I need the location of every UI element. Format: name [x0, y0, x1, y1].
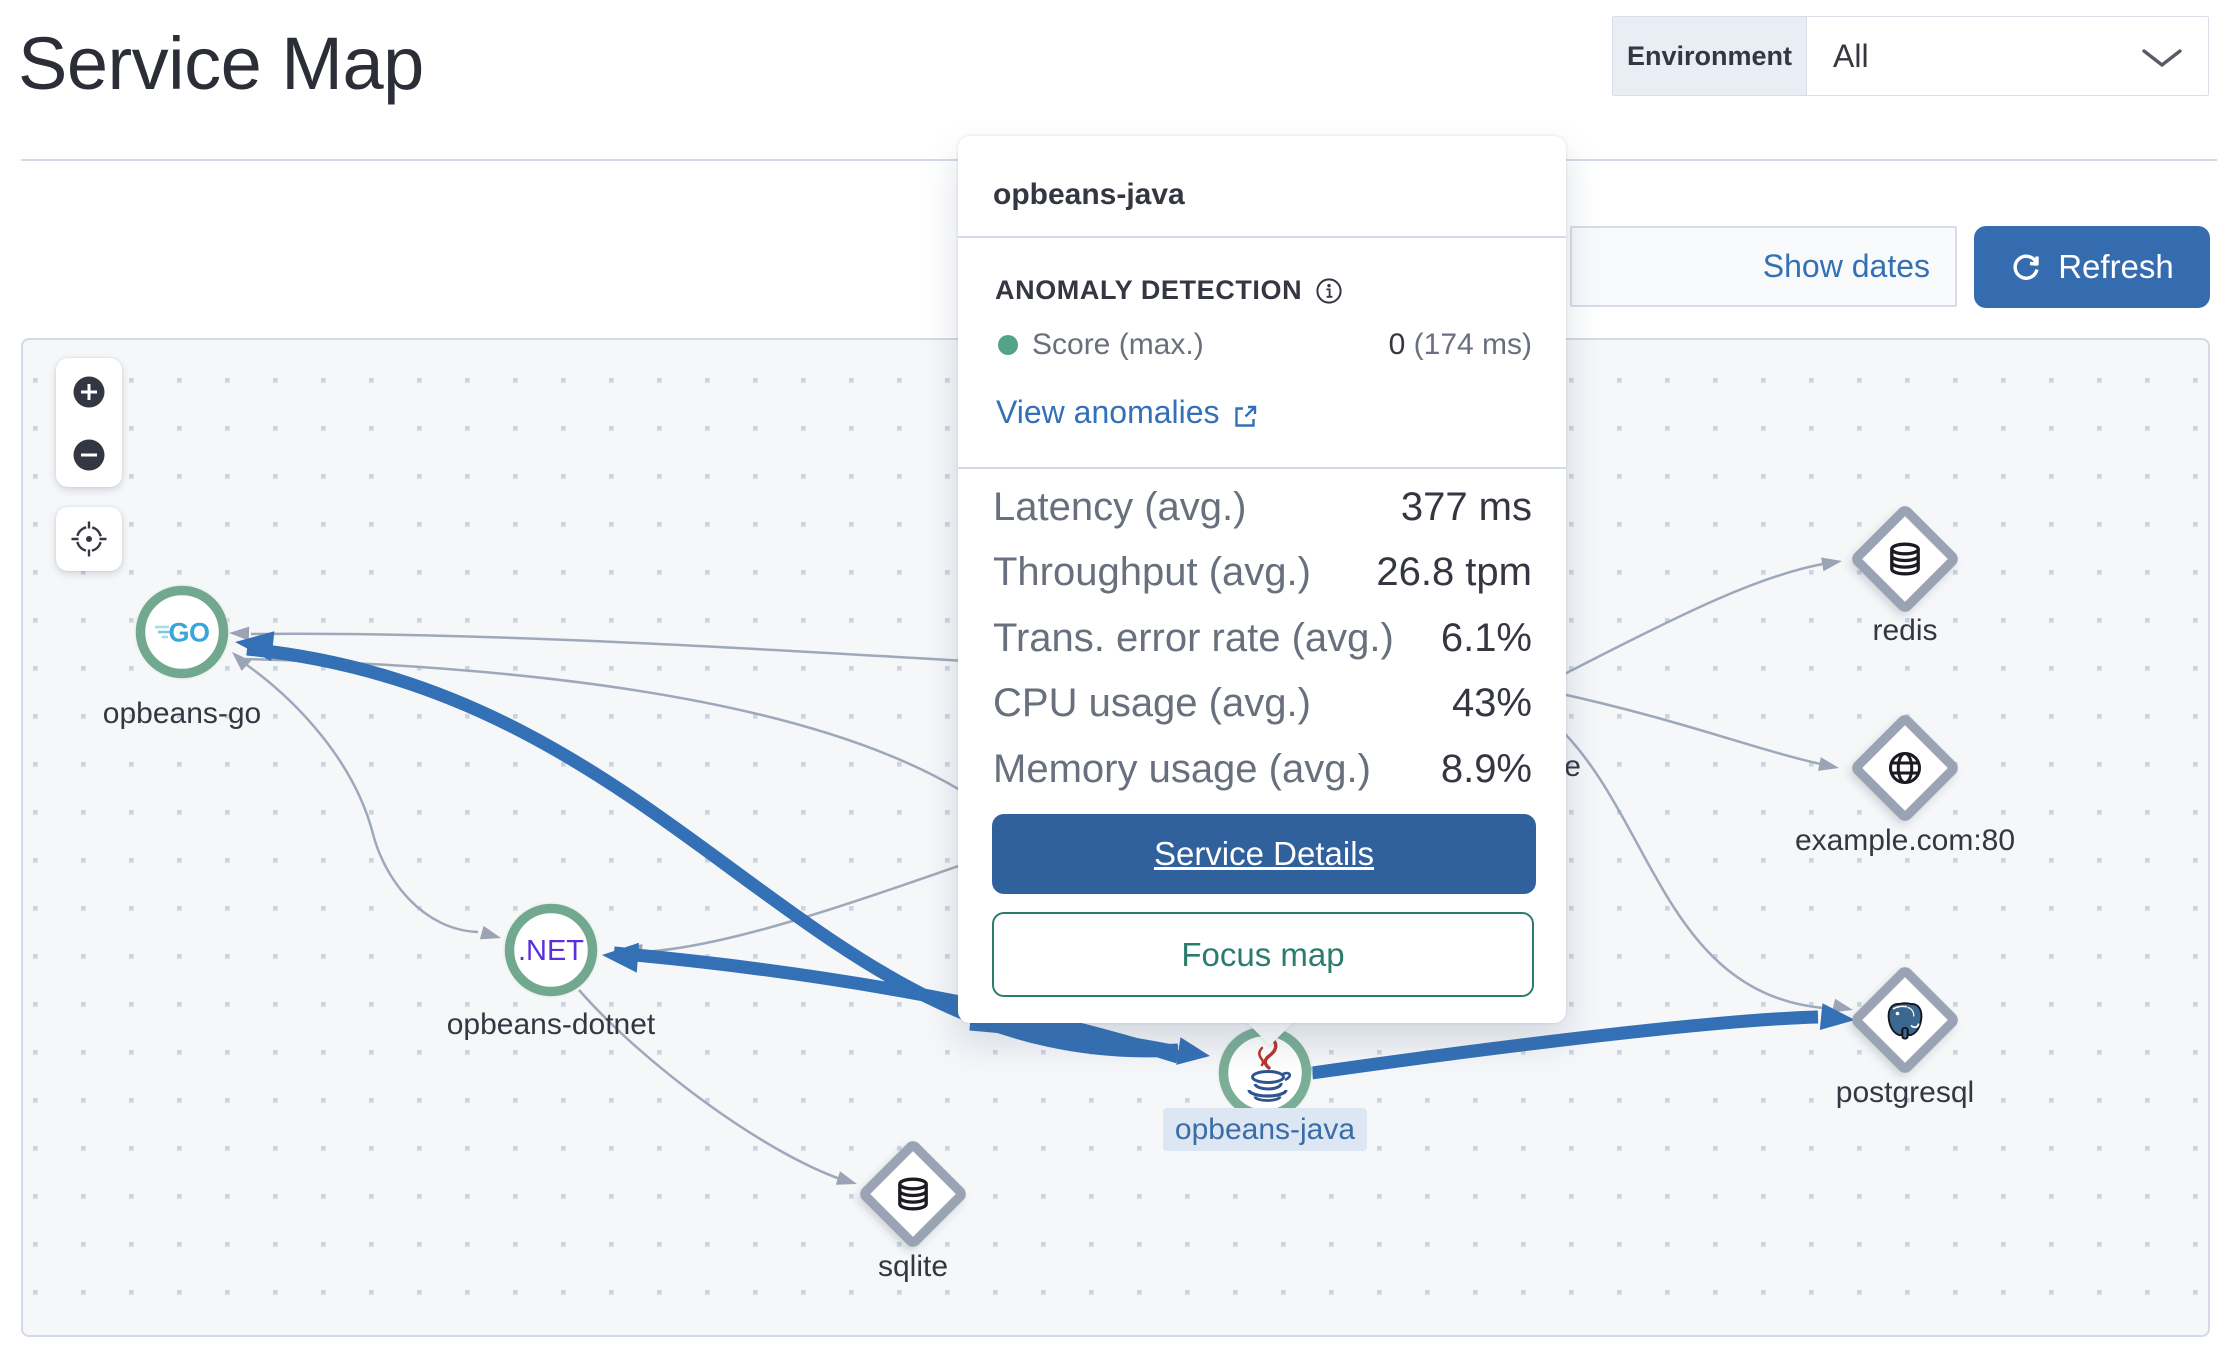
svg-text:example.com:80: example.com:80 — [1795, 824, 2015, 857]
svg-text:redis: redis — [1872, 614, 1937, 647]
svg-text:sqlite: sqlite — [878, 1250, 948, 1283]
svg-text:GO: GO — [168, 618, 209, 648]
svg-text:.NET: .NET — [518, 935, 584, 967]
svg-text:opbeans-go: opbeans-go — [103, 697, 261, 730]
svg-text:opbeans-java: opbeans-java — [1175, 1113, 1355, 1146]
svg-text:postgresql: postgresql — [1836, 1076, 1974, 1109]
svg-text:opbeans-dotnet: opbeans-dotnet — [447, 1008, 656, 1041]
